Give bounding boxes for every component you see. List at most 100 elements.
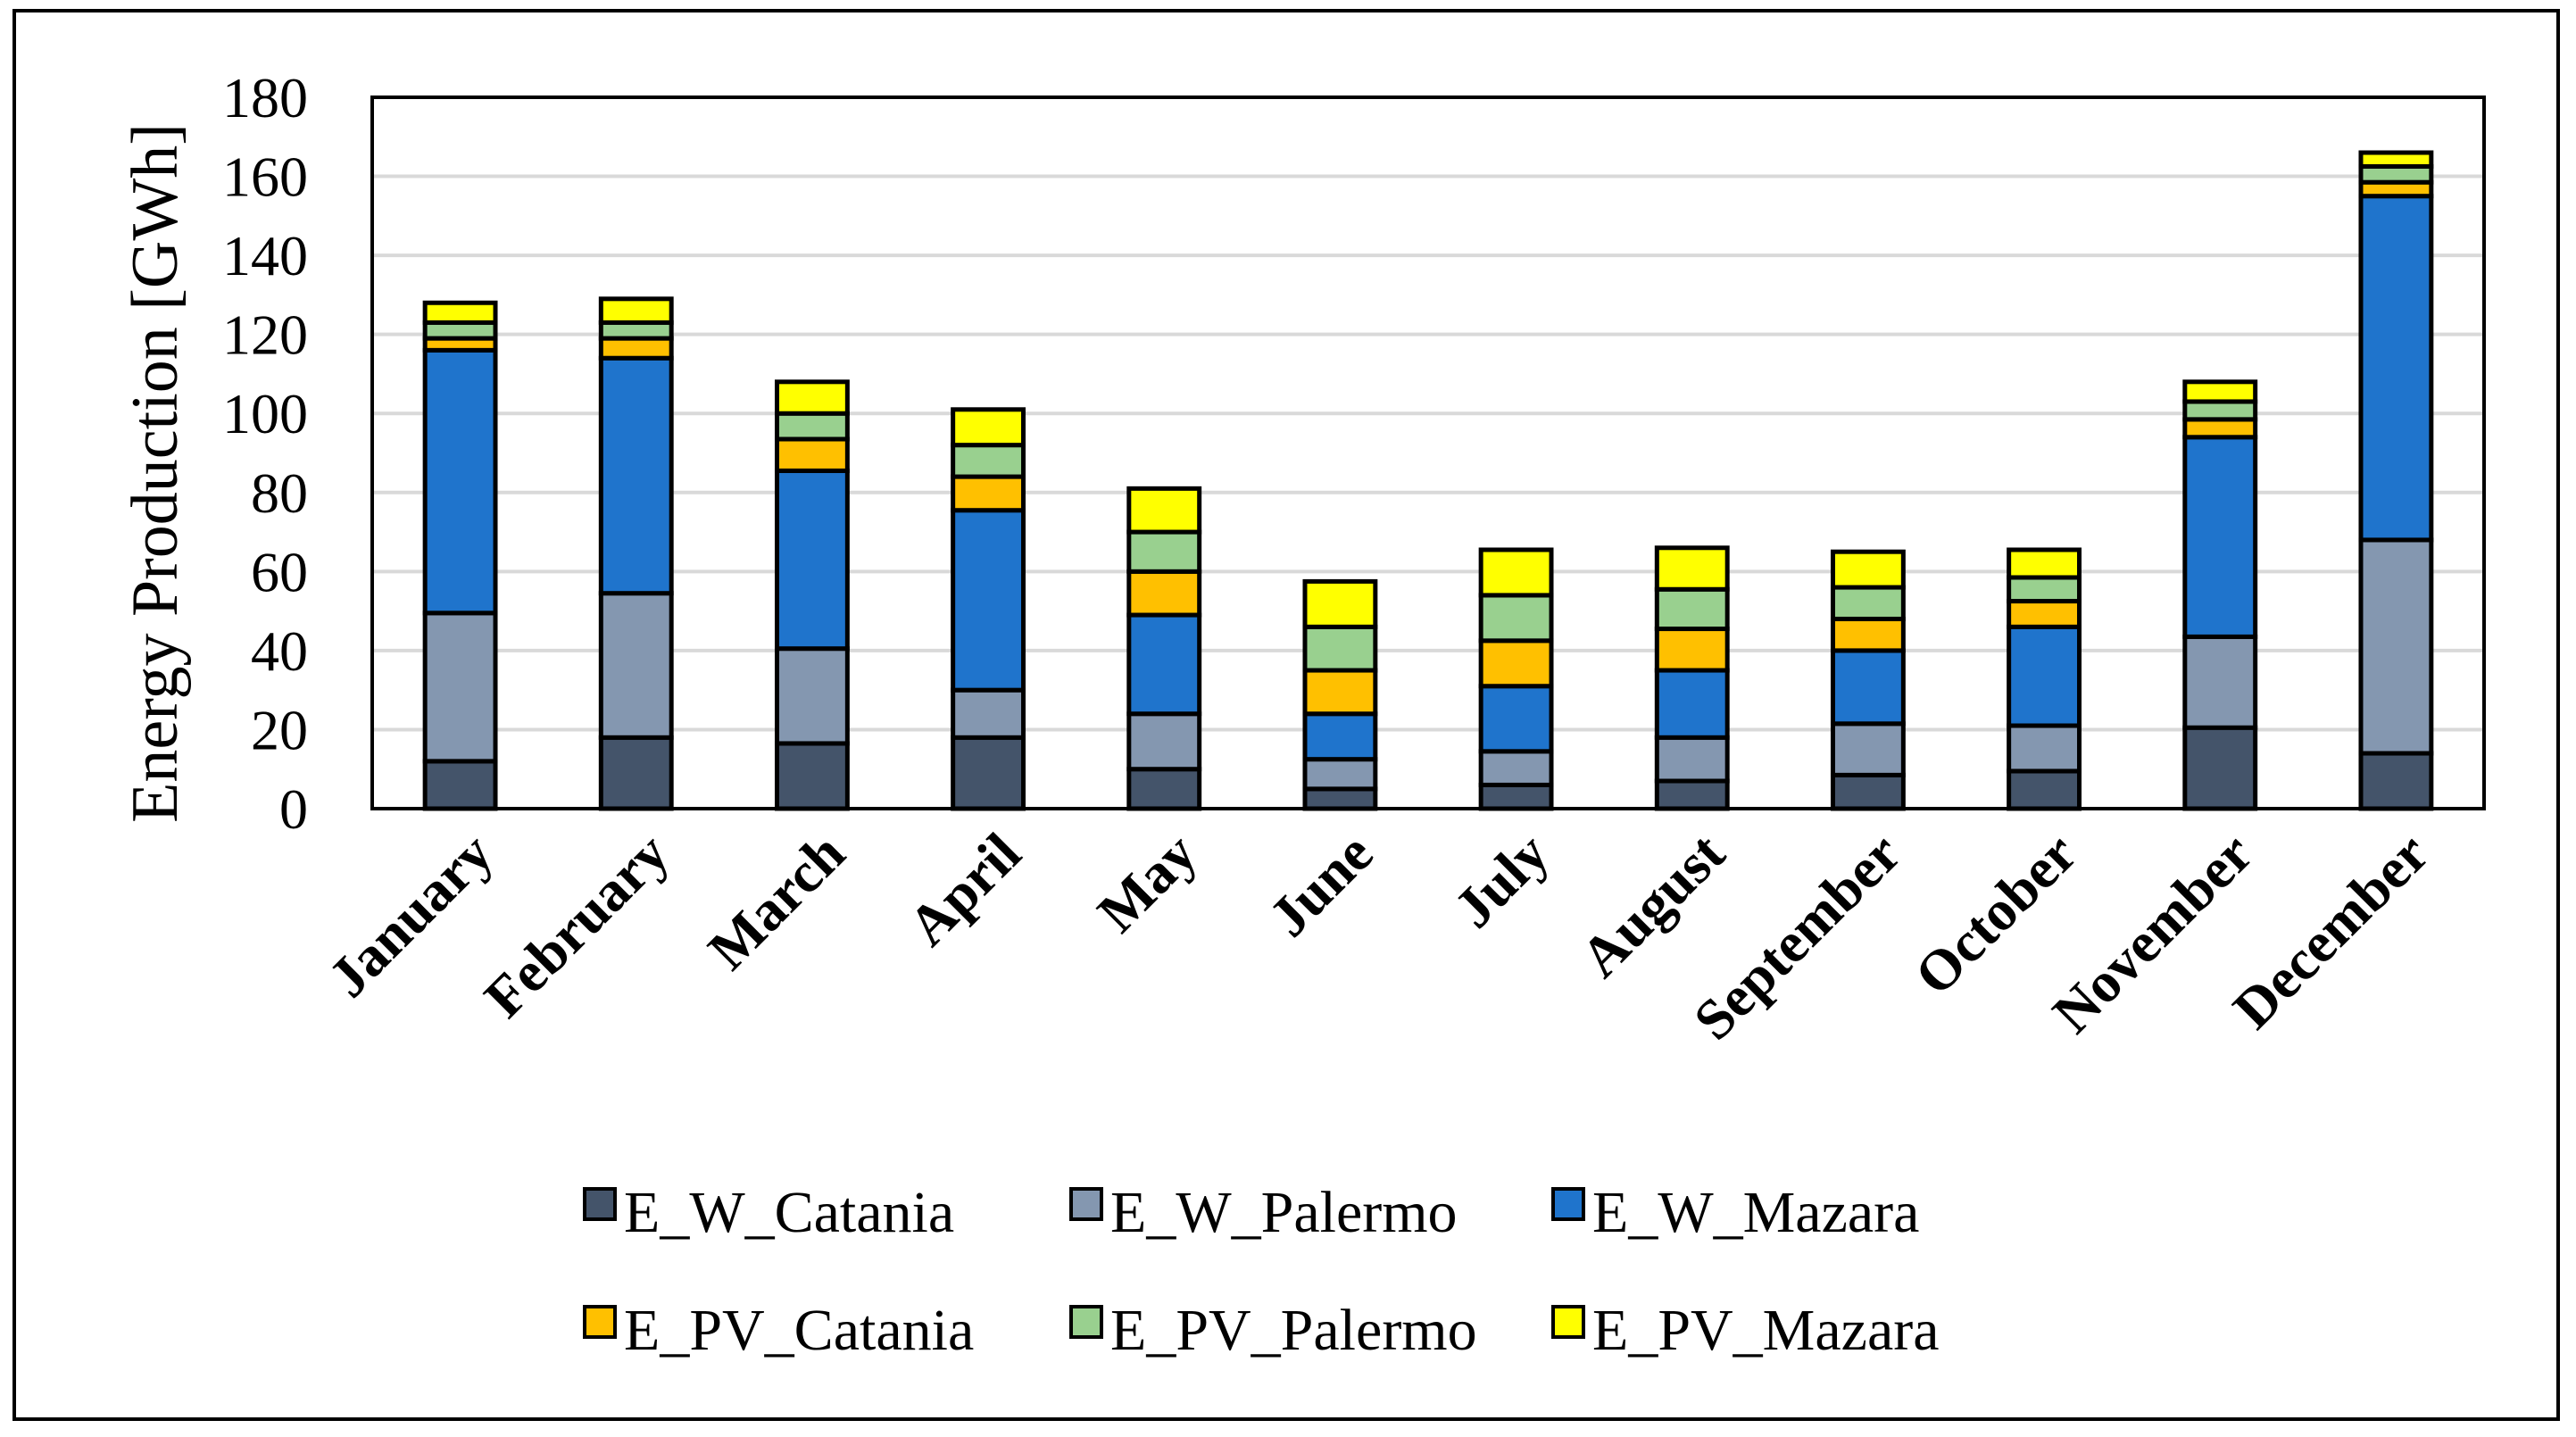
bar-may-e-pv-palermo <box>1126 529 1202 574</box>
y-tick-label-160: 160 <box>222 145 308 209</box>
bar-november-e-pv-palermo <box>2182 399 2258 422</box>
y-tick-label-180: 180 <box>222 66 308 129</box>
bar-june-e-w-mazara <box>1302 711 1378 762</box>
bar-november-e-w-mazara <box>2182 435 2258 639</box>
bar-march-e-w-palermo <box>774 646 850 746</box>
x-category-label-may: May <box>1085 821 1209 944</box>
bar-july-e-pv-palermo <box>1478 593 1554 644</box>
legend-label-e-pv-palermo: E_PV_Palermo <box>1110 1298 1477 1363</box>
bar-november-e-pv-mazara <box>2182 379 2258 404</box>
bar-february-e-w-mazara <box>598 355 674 596</box>
bar-may-e-w-palermo <box>1126 711 1202 772</box>
bar-june-e-pv-palermo <box>1302 624 1378 673</box>
bar-june-e-w-catania <box>1302 786 1378 811</box>
bar-april-e-pv-catania <box>951 474 1026 513</box>
bar-december-e-w-palermo <box>2358 537 2434 756</box>
bar-december-e-w-mazara <box>2358 194 2434 543</box>
bar-november-e-w-palermo <box>2182 634 2258 730</box>
legend-swatch-e-pv-catania <box>583 1305 617 1339</box>
x-category-label-march: March <box>696 821 857 982</box>
bar-september-e-pv-mazara <box>1830 549 1906 590</box>
legend-swatch-e-pv-palermo <box>1069 1305 1103 1339</box>
bar-february-e-pv-catania <box>598 336 674 361</box>
legend-swatch-e-pv-mazara <box>1551 1305 1585 1339</box>
bar-may-e-pv-mazara <box>1126 486 1202 535</box>
y-axis-ticks: 0 20 40 60 80 100 120 140 160 180 <box>222 66 308 841</box>
bar-april-e-w-palermo <box>951 687 1026 740</box>
bar-october-e-pv-catania <box>2007 599 2082 629</box>
bar-september-e-pv-palermo <box>1830 585 1906 621</box>
gridlines <box>372 174 2484 732</box>
x-category-label-february: February <box>472 821 681 1030</box>
y-axis-title: Energy Production [GWh] <box>119 123 192 823</box>
bar-january-e-pv-palermo <box>422 320 498 341</box>
bar-march-e-pv-palermo <box>774 411 850 442</box>
bar-july-e-pv-mazara <box>1478 547 1554 598</box>
x-category-label-december: December <box>2221 821 2440 1041</box>
x-category-label-august: August <box>1568 820 1737 989</box>
legend-label-e-w-palermo: E_W_Palermo <box>1110 1180 1458 1245</box>
y-tick-label-0: 0 <box>279 777 308 841</box>
bar-june-e-pv-catania <box>1302 668 1378 717</box>
bar-september-e-w-mazara <box>1830 648 1906 727</box>
bar-may-e-pv-catania <box>1126 569 1202 618</box>
bar-march-e-w-catania <box>774 741 850 811</box>
bar-october-e-w-palermo <box>2007 723 2082 774</box>
y-tick-label-60: 60 <box>251 540 308 603</box>
bar-october-e-pv-mazara <box>2007 547 2082 580</box>
bar-february-e-pv-palermo <box>598 320 674 341</box>
legend-label-e-w-mazara: E_W_Mazara <box>1592 1180 1919 1245</box>
bar-september-e-w-catania <box>1830 772 1906 811</box>
bar-march-e-pv-catania <box>774 436 850 473</box>
bar-february-e-pv-mazara <box>598 296 674 325</box>
y-tick-label-40: 40 <box>251 619 308 683</box>
bar-july-e-pv-catania <box>1478 638 1554 689</box>
bar-may-e-w-catania <box>1126 767 1202 811</box>
bar-august-e-w-palermo <box>1654 735 1730 784</box>
legend-label-e-w-catania: E_W_Catania <box>624 1180 954 1245</box>
bar-july-e-w-mazara <box>1478 684 1554 754</box>
bar-january-e-w-mazara <box>422 347 498 616</box>
bar-august-e-pv-catania <box>1654 627 1730 673</box>
legend-swatch-e-w-mazara <box>1551 1187 1585 1221</box>
bar-april-e-w-catania <box>951 735 1026 811</box>
bar-september-e-pv-catania <box>1830 616 1906 653</box>
legend: E_W_Catania E_W_Palermo E_W_Mazara E_PV_Cat… <box>583 1180 1940 1363</box>
bar-march-e-w-mazara <box>774 468 850 652</box>
bar-march-e-pv-mazara <box>774 379 850 416</box>
bar-october-e-w-catania <box>2007 768 2082 811</box>
bar-june-e-w-palermo <box>1302 757 1378 792</box>
bar-february-e-w-palermo <box>598 591 674 740</box>
bar-december-e-pv-palermo <box>2358 163 2434 185</box>
y-tick-label-100: 100 <box>222 382 308 445</box>
bar-august-e-w-mazara <box>1654 668 1730 740</box>
bar-april-e-w-mazara <box>951 508 1026 693</box>
plot-area-border <box>370 96 2486 810</box>
x-category-label-june: June <box>1257 821 1384 949</box>
bar-june-e-pv-mazara <box>1302 578 1378 629</box>
y-tick-label-80: 80 <box>251 461 308 525</box>
bar-november-e-pv-catania <box>2182 417 2258 440</box>
y-tick-label-140: 140 <box>222 224 308 287</box>
bar-october-e-pv-palermo <box>2007 575 2082 604</box>
x-category-label-april: April <box>896 821 1033 958</box>
bar-july-e-w-palermo <box>1478 749 1554 787</box>
bars <box>422 150 2434 811</box>
bar-november-e-w-catania <box>2182 725 2258 811</box>
y-tick-label-20: 20 <box>251 698 308 761</box>
bar-september-e-w-palermo <box>1830 721 1906 777</box>
bar-april-e-pv-mazara <box>951 407 1026 448</box>
x-category-label-july: July <box>1442 821 1560 940</box>
legend-swatch-e-w-catania <box>583 1187 617 1221</box>
legend-label-e-pv-catania: E_PV_Catania <box>624 1298 974 1363</box>
bar-august-e-pv-palermo <box>1654 586 1730 632</box>
legend-swatch-e-w-palermo <box>1069 1187 1103 1221</box>
bar-january-e-w-catania <box>422 759 498 811</box>
bar-july-e-w-catania <box>1478 782 1554 811</box>
bar-may-e-w-mazara <box>1126 612 1202 717</box>
bar-october-e-w-mazara <box>2007 624 2082 728</box>
bar-august-e-w-catania <box>1654 778 1730 811</box>
bar-august-e-pv-mazara <box>1654 545 1730 592</box>
